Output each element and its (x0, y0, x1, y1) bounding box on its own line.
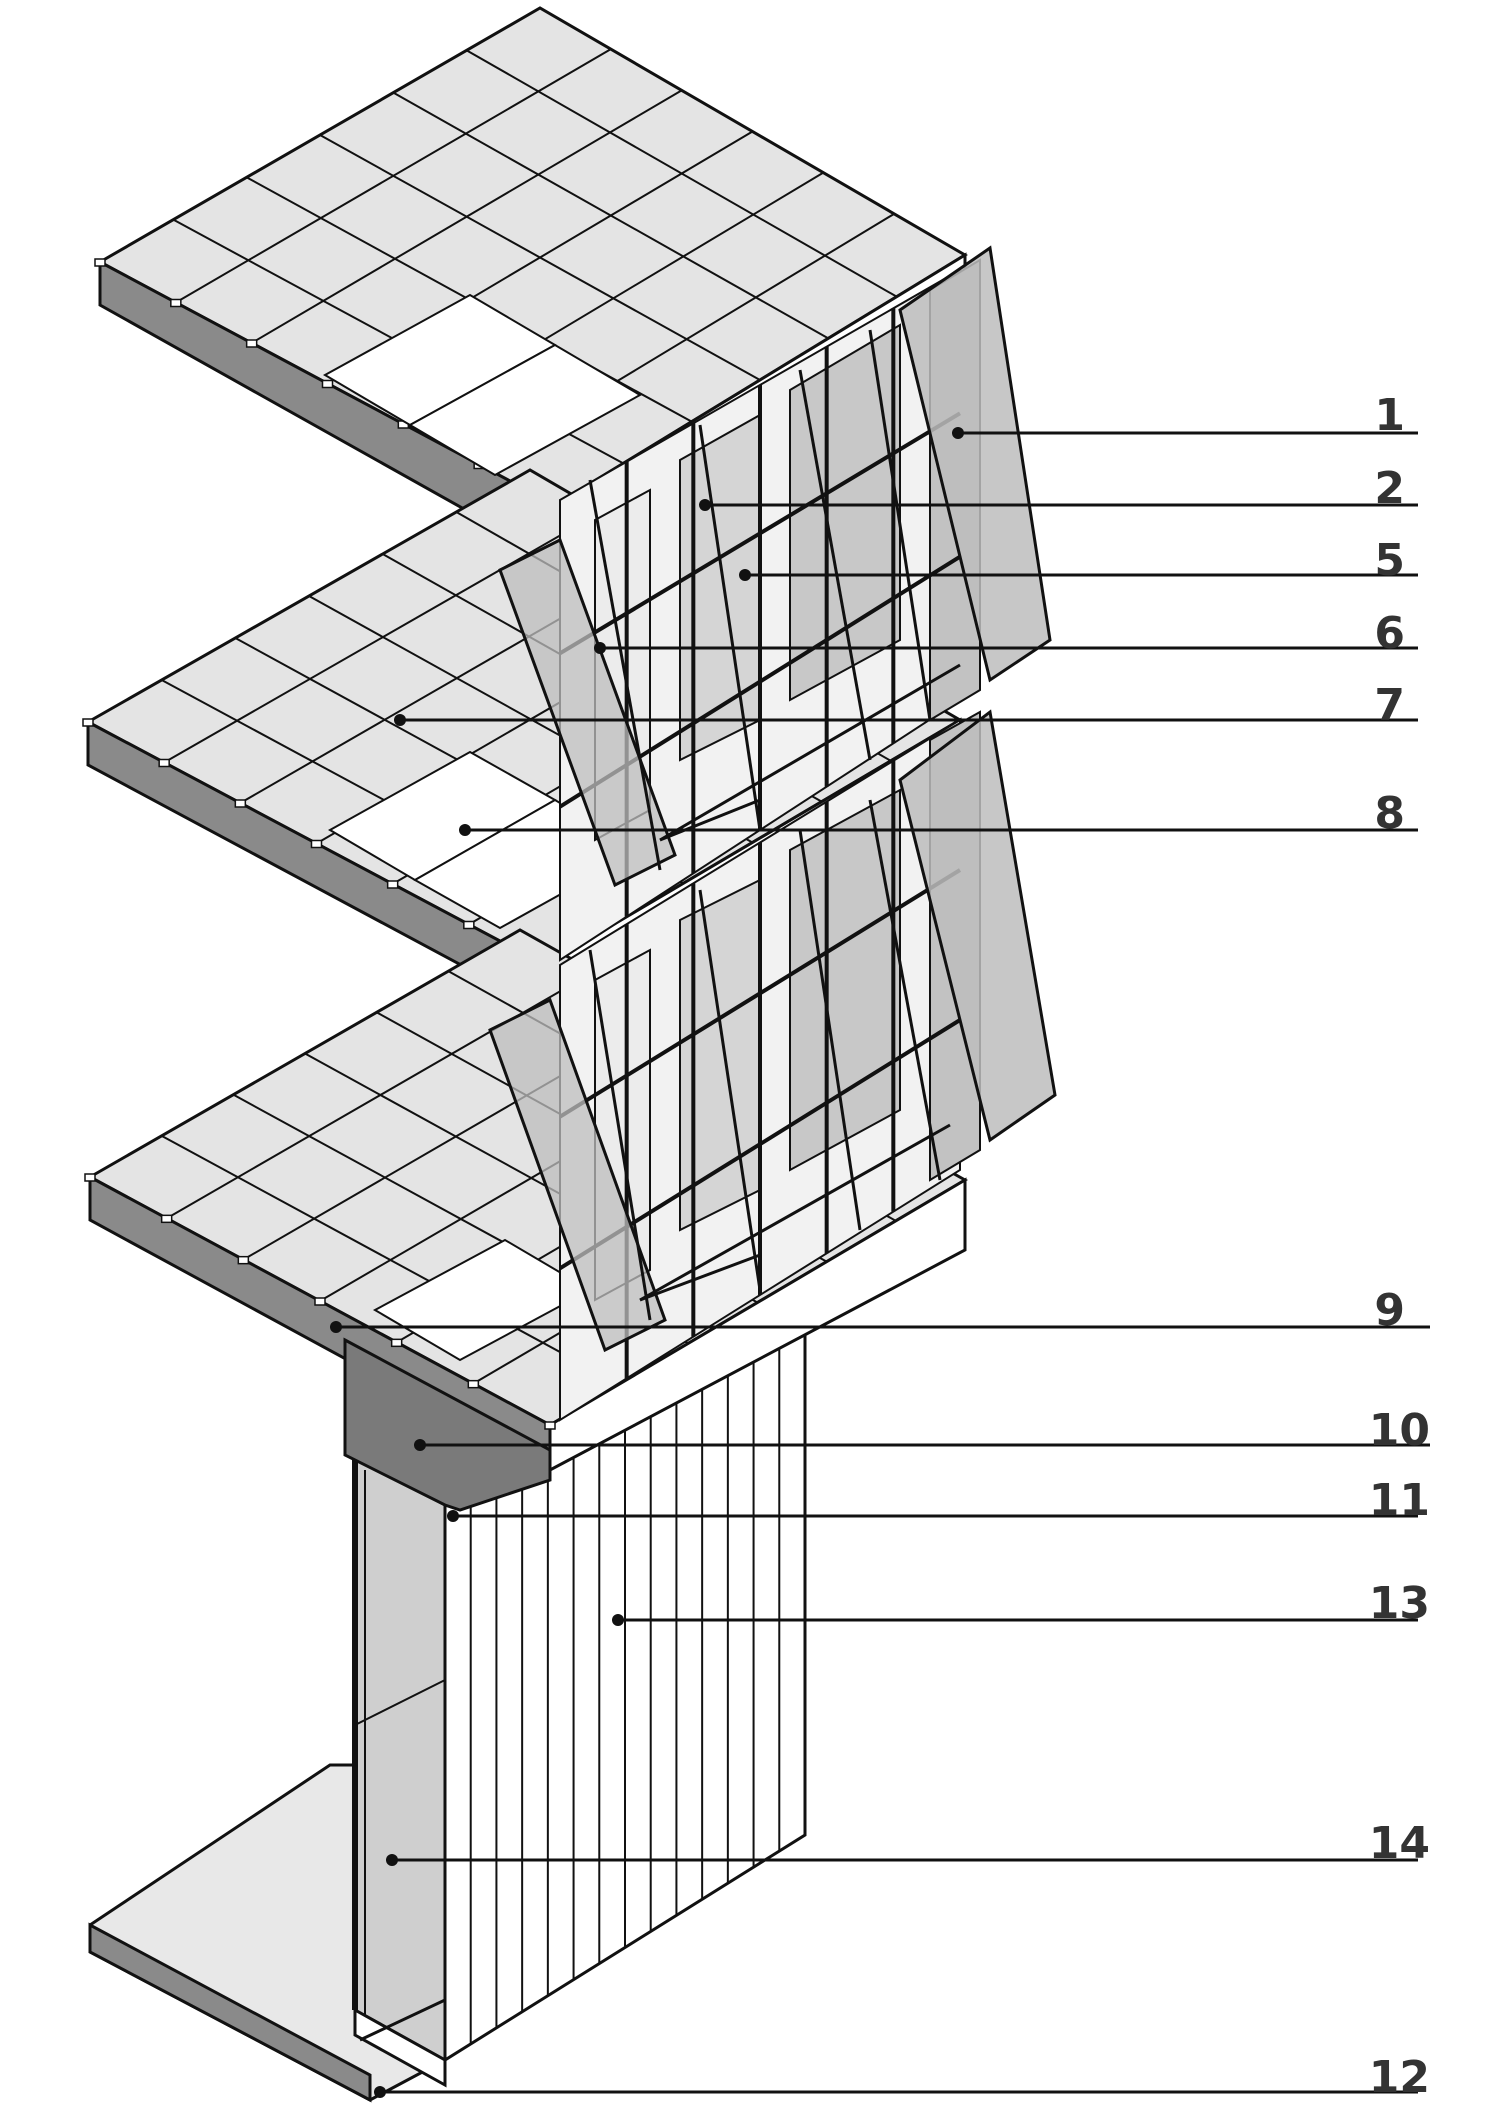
callout-9: 9 (1374, 1285, 1405, 1336)
callout-labels: 1 2 5 6 7 8 9 10 11 13 14 12 (1369, 390, 1430, 2103)
callout-14: 14 (1369, 1818, 1430, 1869)
tile-joint (161, 1134, 620, 1386)
callout-8: 8 (1374, 788, 1405, 839)
pedestal (170, 298, 182, 308)
leader-dot (330, 1321, 342, 1333)
lower-glass-fin (488, 709, 1057, 1353)
pedestal (463, 920, 475, 930)
pedestal (386, 880, 399, 889)
leader-dot (374, 2086, 386, 2098)
leader-dot (394, 714, 406, 726)
pedestal (158, 758, 170, 768)
leader-dot (594, 642, 606, 654)
strut (698, 424, 762, 831)
reeded-cladding (443, 1322, 807, 2063)
pedestal (321, 379, 334, 389)
leader-dot (952, 427, 964, 439)
transom (558, 411, 962, 656)
pedestal (245, 339, 258, 348)
strut (798, 369, 872, 761)
transom (558, 868, 962, 1119)
leader-dot (612, 1614, 624, 1626)
callout-13: 13 (1369, 1578, 1430, 1629)
strut (588, 479, 662, 871)
leader-dot (459, 824, 471, 836)
callout-5: 5 (1374, 535, 1405, 586)
callout-6: 6 (1374, 608, 1405, 659)
leader-dot (414, 1439, 426, 1451)
strut (868, 799, 942, 1181)
pedestal (84, 1173, 96, 1182)
pedestal (310, 839, 323, 849)
strut (639, 1123, 951, 1302)
pedestal (160, 1214, 173, 1224)
leader-dot (447, 1510, 459, 1522)
pedestal (94, 258, 106, 267)
callout-11: 11 (1369, 1475, 1430, 1526)
pedestal (544, 1421, 556, 1430)
strut (639, 1253, 761, 1302)
pedestal (314, 1297, 326, 1306)
callout-12: 12 (1369, 2052, 1430, 2103)
upper-glass-fin (498, 245, 1052, 888)
pedestal (390, 1338, 403, 1348)
diagonal-struts (588, 329, 961, 1321)
tile-joint (466, 49, 898, 298)
strut (868, 329, 932, 721)
tile-joint (392, 91, 829, 340)
strut (588, 949, 652, 1321)
leader-dot (739, 569, 751, 581)
column-glass-panel (352, 1452, 447, 2088)
callout-1: 1 (1374, 390, 1405, 441)
leader-dot (386, 1854, 398, 1866)
pedestal (237, 1255, 250, 1265)
pedestal (467, 1379, 480, 1389)
callout-leaders (330, 427, 1430, 2098)
strut (659, 798, 761, 842)
callout-10: 10 (1369, 1405, 1430, 1456)
pedestal (82, 718, 94, 727)
callout-2: 2 (1374, 463, 1405, 514)
strut (659, 663, 961, 842)
callout-7: 7 (1374, 680, 1405, 731)
pedestal (234, 799, 247, 808)
strut (698, 889, 762, 1291)
tile-joint (319, 134, 761, 381)
leader-dot (699, 499, 711, 511)
strut (798, 829, 862, 1231)
